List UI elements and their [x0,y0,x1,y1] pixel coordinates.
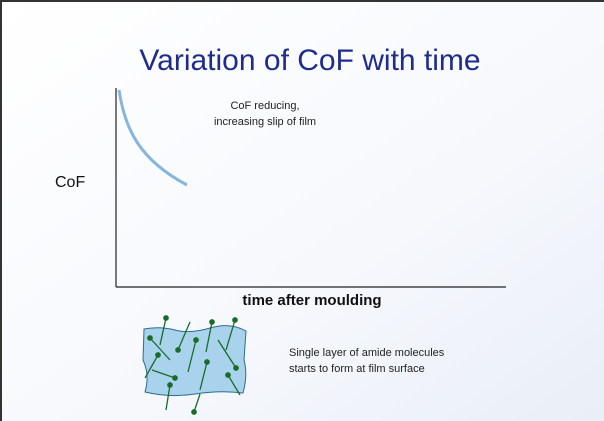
annotation-line: increasing slip of film [214,116,316,128]
y-axis-label: CoF [55,174,85,191]
slide: Variation of CoF with time CoF time afte… [0,0,604,421]
title: Variation of CoF with time [139,44,480,77]
x-axis-label: time after moulding [242,292,381,309]
caption-line: Single layer of amide molecules [289,347,445,359]
caption-line: starts to form at film surface [289,363,425,375]
annotation-line: CoF reducing, [230,100,299,112]
